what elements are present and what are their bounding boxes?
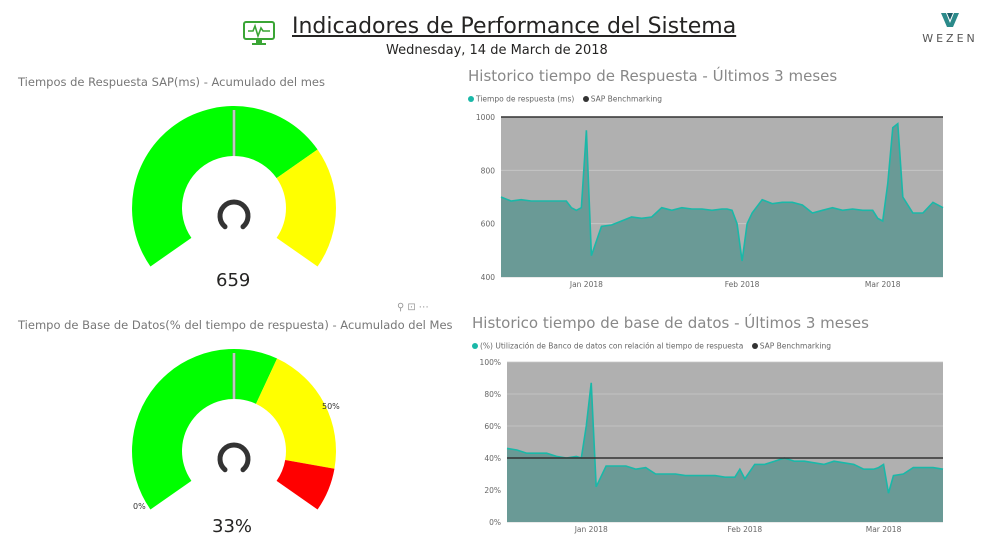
x-tick-label: Feb 2018 bbox=[725, 280, 760, 289]
series-area bbox=[501, 123, 943, 278]
y-tick-label: 20% bbox=[484, 486, 501, 495]
legend-item: SAP Benchmarking bbox=[751, 341, 831, 351]
brand-name: WEZEN bbox=[922, 32, 978, 45]
response-history-chart: 1000 800 600 400 Jan 2018 Feb 2018 Mar 2018 bbox=[476, 113, 944, 289]
legend-item: (%) Utilización de Banco de datos con re… bbox=[472, 341, 744, 351]
db-history-legend: (%) Utilización de Banco de datos con re… bbox=[472, 341, 837, 351]
gauge-response-title: Tiempos de Respuesta SAP(ms) - Acumulado… bbox=[18, 75, 326, 89]
pin-icon[interactable]: ⚲ bbox=[397, 302, 408, 313]
x-tick-label: Jan 2018 bbox=[574, 525, 608, 534]
gauge-band-1 bbox=[255, 358, 336, 469]
gauge-db-title: Tiempo de Base de Datos(% del tiempo de … bbox=[18, 318, 453, 332]
gauge-db-time bbox=[132, 349, 336, 510]
gauge-band-0 bbox=[132, 349, 278, 510]
x-tick-label: Jan 2018 bbox=[569, 280, 603, 289]
x-tick-label: Mar 2018 bbox=[866, 525, 902, 534]
visual-header-icons[interactable]: ⚲⊡⋯ bbox=[397, 302, 432, 313]
gauge-response-value: 659 bbox=[216, 270, 251, 291]
y-tick-label: 100% bbox=[480, 358, 501, 367]
page-title: Indicadores de Performance del Sistema bbox=[292, 14, 737, 39]
series-line bbox=[506, 382, 944, 494]
x-tick-label: Mar 2018 bbox=[865, 280, 901, 289]
series-area bbox=[507, 382, 943, 522]
gauge-hub-icon bbox=[217, 442, 251, 473]
brand-logo: WEZEN bbox=[920, 12, 980, 48]
response-history-title: Historico tiempo de Respuesta - Últimos … bbox=[468, 67, 838, 85]
db-history-chart: 100% 80% 60% 40% 20% 0% Jan 2018 Feb 2018 Mar 20… bbox=[480, 358, 944, 534]
legend-label: Tiempo de respuesta (ms) bbox=[476, 94, 575, 104]
legend-item: SAP Benchmarking bbox=[582, 94, 662, 104]
more-options-icon[interactable]: ⋯ bbox=[418, 302, 432, 313]
response-history-legend: Tiempo de respuesta (ms) SAP Benchmarkin… bbox=[468, 94, 668, 104]
legend-item: Tiempo de respuesta (ms) bbox=[468, 94, 575, 104]
x-tick-label: Feb 2018 bbox=[727, 525, 762, 534]
legend-label: (%) Utilización de Banco de datos con re… bbox=[480, 341, 744, 351]
gauge-db-value: 33% bbox=[212, 516, 253, 537]
series-line bbox=[500, 122, 944, 262]
focus-mode-icon[interactable]: ⊡ bbox=[407, 302, 419, 313]
legend-label: SAP Benchmarking bbox=[759, 341, 831, 351]
gauge-band-1 bbox=[276, 149, 336, 267]
y-tick-label: 1000 bbox=[476, 113, 495, 122]
y-tick-label: 40% bbox=[484, 454, 501, 463]
y-tick-label: 80% bbox=[484, 390, 501, 399]
y-tick-label: 400 bbox=[481, 273, 496, 282]
page-date: Wednesday, 14 de March de 2018 bbox=[386, 43, 608, 58]
monitor-icon bbox=[243, 21, 275, 45]
y-tick-label: 600 bbox=[481, 220, 496, 229]
y-tick-label: 0% bbox=[489, 518, 501, 527]
gauge-db-min-label: 0% bbox=[133, 502, 146, 511]
gauge-response-time bbox=[132, 106, 336, 267]
gauge-band-2 bbox=[276, 460, 335, 510]
db-history-title: Historico tiempo de base de datos - Últi… bbox=[472, 314, 869, 332]
y-tick-label: 60% bbox=[484, 422, 501, 431]
wezen-logo-icon bbox=[941, 13, 959, 27]
gauge-db-max-label: 50% bbox=[322, 402, 340, 411]
gauge-band-0 bbox=[132, 106, 318, 267]
gauge-hub-icon bbox=[217, 199, 251, 230]
legend-label: SAP Benchmarking bbox=[590, 94, 662, 104]
y-tick-label: 800 bbox=[481, 166, 496, 175]
